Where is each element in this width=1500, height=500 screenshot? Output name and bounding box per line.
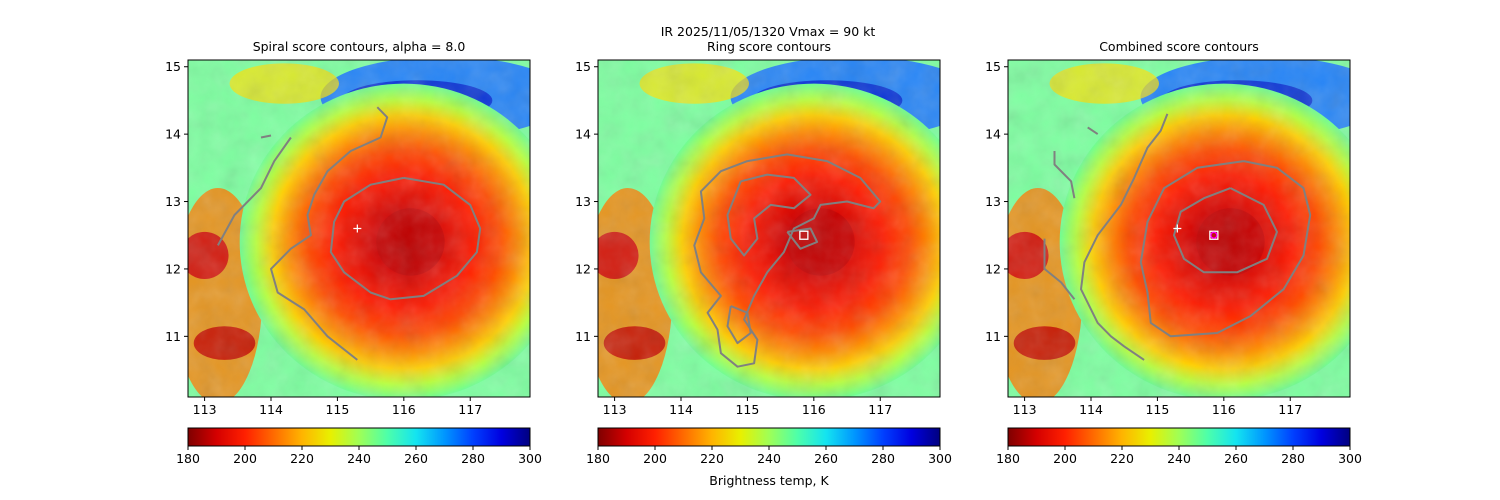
colorbar: 180 200 220 240 260 280 300 [996, 427, 1362, 466]
contour-line [726, 305, 752, 345]
y-tick-label: 11 [165, 329, 181, 344]
y-tick-label: 13 [575, 194, 591, 209]
contour-line [726, 173, 812, 257]
contour-line [1173, 187, 1278, 274]
x-tick-label: 117 [1278, 402, 1302, 417]
colorbar-tick-label: 300 [518, 451, 542, 466]
colorbar-tick-label: 180 [176, 451, 200, 466]
chart-panel-1: Spiral score contours, alpha = 8.0 113 114… [165, 39, 542, 466]
y-tick-label: 15 [165, 59, 181, 74]
score-contours [693, 153, 882, 368]
y-tick-label: 14 [985, 127, 1001, 142]
colorbar-tick-label: 300 [1338, 451, 1362, 466]
y-tick-label: 12 [985, 261, 1001, 276]
x-tick-label: 115 [735, 402, 759, 417]
colorbar-gradient [187, 427, 531, 447]
score-contours [217, 106, 482, 361]
colorbar-tick-label: 200 [1053, 451, 1077, 466]
ir-heatmap [188, 60, 530, 397]
center-square-marker [799, 230, 809, 240]
panel-title: Combined score contours [1099, 39, 1259, 54]
contour-line [270, 106, 389, 361]
colorbar-tick-label: 200 [643, 451, 667, 466]
ir-heatmap [598, 60, 940, 397]
y-tick-label: 11 [575, 329, 591, 344]
x-tick-label: 115 [1145, 402, 1169, 417]
center-square-marker [1209, 230, 1219, 240]
chart-panel-3: Combined score contours 113 114 115 116 117 11… [985, 39, 1362, 466]
colorbar-label: Brightness temp, K [709, 473, 829, 488]
y-tick-label: 15 [575, 59, 591, 74]
axes-frame [187, 59, 531, 398]
panel-title: Ring score contours [707, 39, 831, 54]
y-tick-label: 15 [985, 59, 1001, 74]
y-tick-label: 13 [985, 194, 1001, 209]
colorbar-tick-label: 260 [404, 451, 428, 466]
colorbar-tick-label: 260 [1224, 451, 1248, 466]
ir-heatmap [1008, 60, 1350, 397]
x-tick-label: 113 [193, 402, 217, 417]
colorbar: 180 200 220 240 260 280 300 [176, 427, 542, 466]
x-tick-label: 116 [802, 402, 826, 417]
colorbar-tick-label: 180 [996, 451, 1020, 466]
contour-line [1080, 113, 1169, 361]
colorbar-tick-label: 220 [700, 451, 724, 466]
panels: Spiral score contours, alpha = 8.0 113 114… [165, 39, 1362, 466]
x-tick-label: 116 [392, 402, 416, 417]
x-tick-label: 113 [1013, 402, 1037, 417]
colorbar-tick-label: 240 [1167, 451, 1191, 466]
colorbar-tick-label: 200 [233, 451, 257, 466]
contour-line [693, 153, 882, 368]
colorbar-tick-label: 300 [928, 451, 952, 466]
colorbar-gradient [597, 427, 941, 447]
x-tick-label: 117 [868, 402, 892, 417]
contour-line [217, 136, 292, 246]
colorbar-tick-label: 280 [871, 451, 895, 466]
x-tick-label: 116 [1212, 402, 1236, 417]
y-tick-label: 14 [575, 127, 591, 142]
colorbar-tick-label: 280 [1281, 451, 1305, 466]
axes-frame [1007, 59, 1351, 398]
contour-line [329, 176, 482, 301]
colorbar-tick-label: 220 [290, 451, 314, 466]
x-tick-label: 114 [259, 402, 283, 417]
x-tick-label: 114 [1079, 402, 1103, 417]
contour-line [1053, 151, 1076, 199]
chart-panel-2: Ring score contours 113 114 115 116 117 11 12 13… [575, 39, 952, 466]
texture-overlay [598, 60, 940, 397]
score-contours [1043, 113, 1312, 361]
center-circle-marker [1210, 231, 1218, 239]
contour-line [1043, 238, 1076, 300]
first-guess-cross-marker [353, 224, 362, 233]
axes-frame [597, 59, 941, 398]
colorbar-tick-label: 220 [1110, 451, 1134, 466]
colorbar-tick-label: 260 [814, 451, 838, 466]
colorbar-tick-label: 180 [586, 451, 610, 466]
colorbar: 180 200 220 240 260 280 300 [586, 427, 952, 466]
first-guess-cross-marker [1173, 224, 1182, 233]
contour-line [786, 227, 819, 250]
x-tick-label: 115 [325, 402, 349, 417]
panel-title: Spiral score contours, alpha = 8.0 [253, 39, 466, 54]
contour-line [260, 134, 272, 139]
colorbar-tick-label: 280 [461, 451, 485, 466]
y-tick-label: 12 [575, 261, 591, 276]
figure-suptitle: IR 2025/11/05/1320 Vmax = 90 kt [661, 24, 876, 39]
y-tick-label: 12 [165, 261, 181, 276]
x-tick-label: 117 [458, 402, 482, 417]
y-tick-label: 13 [165, 194, 181, 209]
contour-line [1139, 160, 1312, 338]
x-tick-label: 113 [603, 402, 627, 417]
y-tick-label: 11 [985, 329, 1001, 344]
colorbar-tick-label: 240 [347, 451, 371, 466]
colorbar-gradient [1007, 427, 1351, 447]
colorbar-tick-label: 240 [757, 451, 781, 466]
x-tick-label: 114 [669, 402, 693, 417]
y-tick-label: 14 [165, 127, 181, 142]
contour-line [1087, 126, 1099, 135]
